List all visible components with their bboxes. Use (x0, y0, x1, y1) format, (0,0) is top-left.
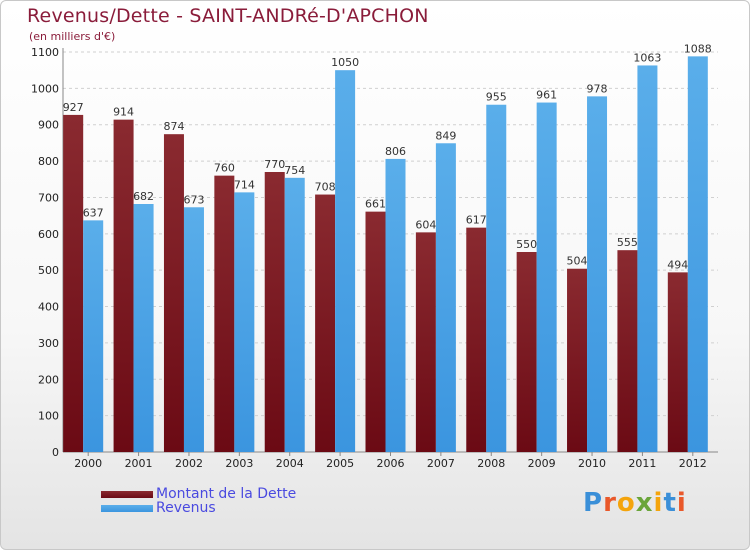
data-label-revenus: 955 (486, 91, 507, 104)
y-tick-label: 0 (52, 446, 59, 459)
y-tick-label: 700 (38, 191, 59, 204)
data-label-revenus: 806 (385, 145, 406, 158)
x-tick-label: 2004 (276, 457, 304, 470)
bar-dette (113, 119, 134, 453)
y-tick-label: 800 (38, 155, 59, 168)
data-label-revenus: 754 (284, 164, 305, 177)
logo-letter: o (616, 488, 636, 518)
bar-revenus (183, 207, 204, 452)
x-tick-label: 2012 (679, 457, 707, 470)
y-tick-label: 400 (38, 301, 59, 314)
data-label-dette: 760 (214, 162, 235, 175)
y-tick-label: 1000 (31, 82, 59, 95)
bar-revenus (435, 143, 456, 453)
data-label-dette: 550 (516, 238, 537, 251)
data-label-dette: 770 (264, 158, 285, 171)
legend: Montant de la Dette Revenus (101, 486, 361, 516)
bar-revenus (335, 70, 356, 452)
bar-revenus (284, 177, 305, 452)
logo-letter: i (676, 488, 687, 518)
legend-swatch-revenus (101, 505, 153, 512)
bar-revenus (687, 56, 708, 452)
x-tick-label: 2006 (377, 457, 405, 470)
bar-dette (617, 250, 638, 452)
data-label-revenus: 1088 (684, 42, 712, 55)
data-label-dette: 604 (415, 218, 436, 231)
data-label-dette: 874 (163, 120, 184, 133)
y-tick-label: 500 (38, 264, 59, 277)
data-label-dette: 504 (567, 255, 588, 268)
x-tick-label: 2010 (578, 457, 606, 470)
bar-revenus (536, 102, 557, 452)
x-tick-label: 2001 (125, 457, 153, 470)
legend-item-revenus: Revenus (101, 500, 361, 516)
logo-letter: i (653, 488, 664, 518)
data-label-revenus: 849 (435, 129, 456, 142)
legend-label-revenus: Revenus (156, 500, 216, 516)
bar-dette (365, 211, 386, 452)
bar-dette (466, 227, 487, 452)
x-tick-label: 2007 (427, 457, 455, 470)
y-tick-label: 300 (38, 337, 59, 350)
x-tick-label: 2008 (477, 457, 505, 470)
data-label-dette: 617 (466, 214, 487, 227)
bar-dette (415, 232, 436, 452)
x-tick-label: 2009 (528, 457, 556, 470)
data-label-dette: 708 (315, 181, 336, 194)
logo-letter: x (635, 488, 654, 518)
data-label-dette: 914 (113, 106, 134, 119)
bar-dette (63, 114, 84, 452)
bar-dette (667, 272, 688, 452)
bar-revenus (486, 104, 507, 453)
legend-swatch-dette (101, 491, 153, 498)
data-label-revenus: 1050 (331, 56, 359, 69)
data-label-revenus: 637 (83, 206, 104, 219)
bar-revenus (234, 192, 255, 452)
y-tick-label: 600 (38, 228, 59, 241)
bar-revenus (637, 65, 658, 453)
x-tick-label: 2011 (628, 457, 656, 470)
data-label-revenus: 978 (587, 82, 608, 95)
x-tick-label: 2002 (175, 457, 203, 470)
bar-dette (567, 268, 588, 452)
proxiti-logo: Proxiti (583, 488, 687, 518)
y-tick-label: 900 (38, 119, 59, 132)
x-tick-label: 2005 (326, 457, 354, 470)
logo-letter: r (603, 488, 617, 518)
chart-subtitle: (en milliers d'€) (29, 30, 116, 43)
logo-letter: t (663, 488, 677, 518)
legend-label-dette: Montant de la Dette (156, 486, 297, 502)
bar-revenus (133, 204, 154, 452)
data-label-revenus: 1063 (633, 51, 661, 64)
y-tick-label: 200 (38, 373, 59, 386)
legend-item-dette: Montant de la Dette (101, 486, 361, 502)
data-label-dette: 927 (63, 101, 84, 114)
y-tick-label: 1100 (31, 46, 59, 59)
x-tick-label: 2000 (74, 457, 102, 470)
bar-dette (264, 172, 285, 452)
bar-dette (214, 175, 235, 453)
bar-revenus (385, 158, 406, 452)
bar-dette (315, 194, 336, 452)
bar-dette (516, 252, 537, 452)
bar-revenus (83, 220, 104, 452)
data-label-revenus: 682 (133, 190, 154, 203)
data-label-revenus: 961 (536, 89, 557, 102)
data-label-revenus: 714 (234, 178, 255, 191)
data-label-dette: 494 (667, 258, 688, 271)
x-tick-label: 2003 (225, 457, 253, 470)
bar-revenus (587, 96, 608, 452)
y-tick-label: 100 (38, 410, 59, 423)
data-label-dette: 661 (365, 198, 386, 211)
chart-title: Revenus/Dette - SAINT-ANDRé-D'APCHON (27, 5, 429, 27)
bar-dette (163, 134, 184, 452)
data-label-revenus: 673 (183, 193, 204, 206)
data-label-dette: 555 (617, 236, 638, 249)
logo-letter: P (583, 488, 604, 518)
